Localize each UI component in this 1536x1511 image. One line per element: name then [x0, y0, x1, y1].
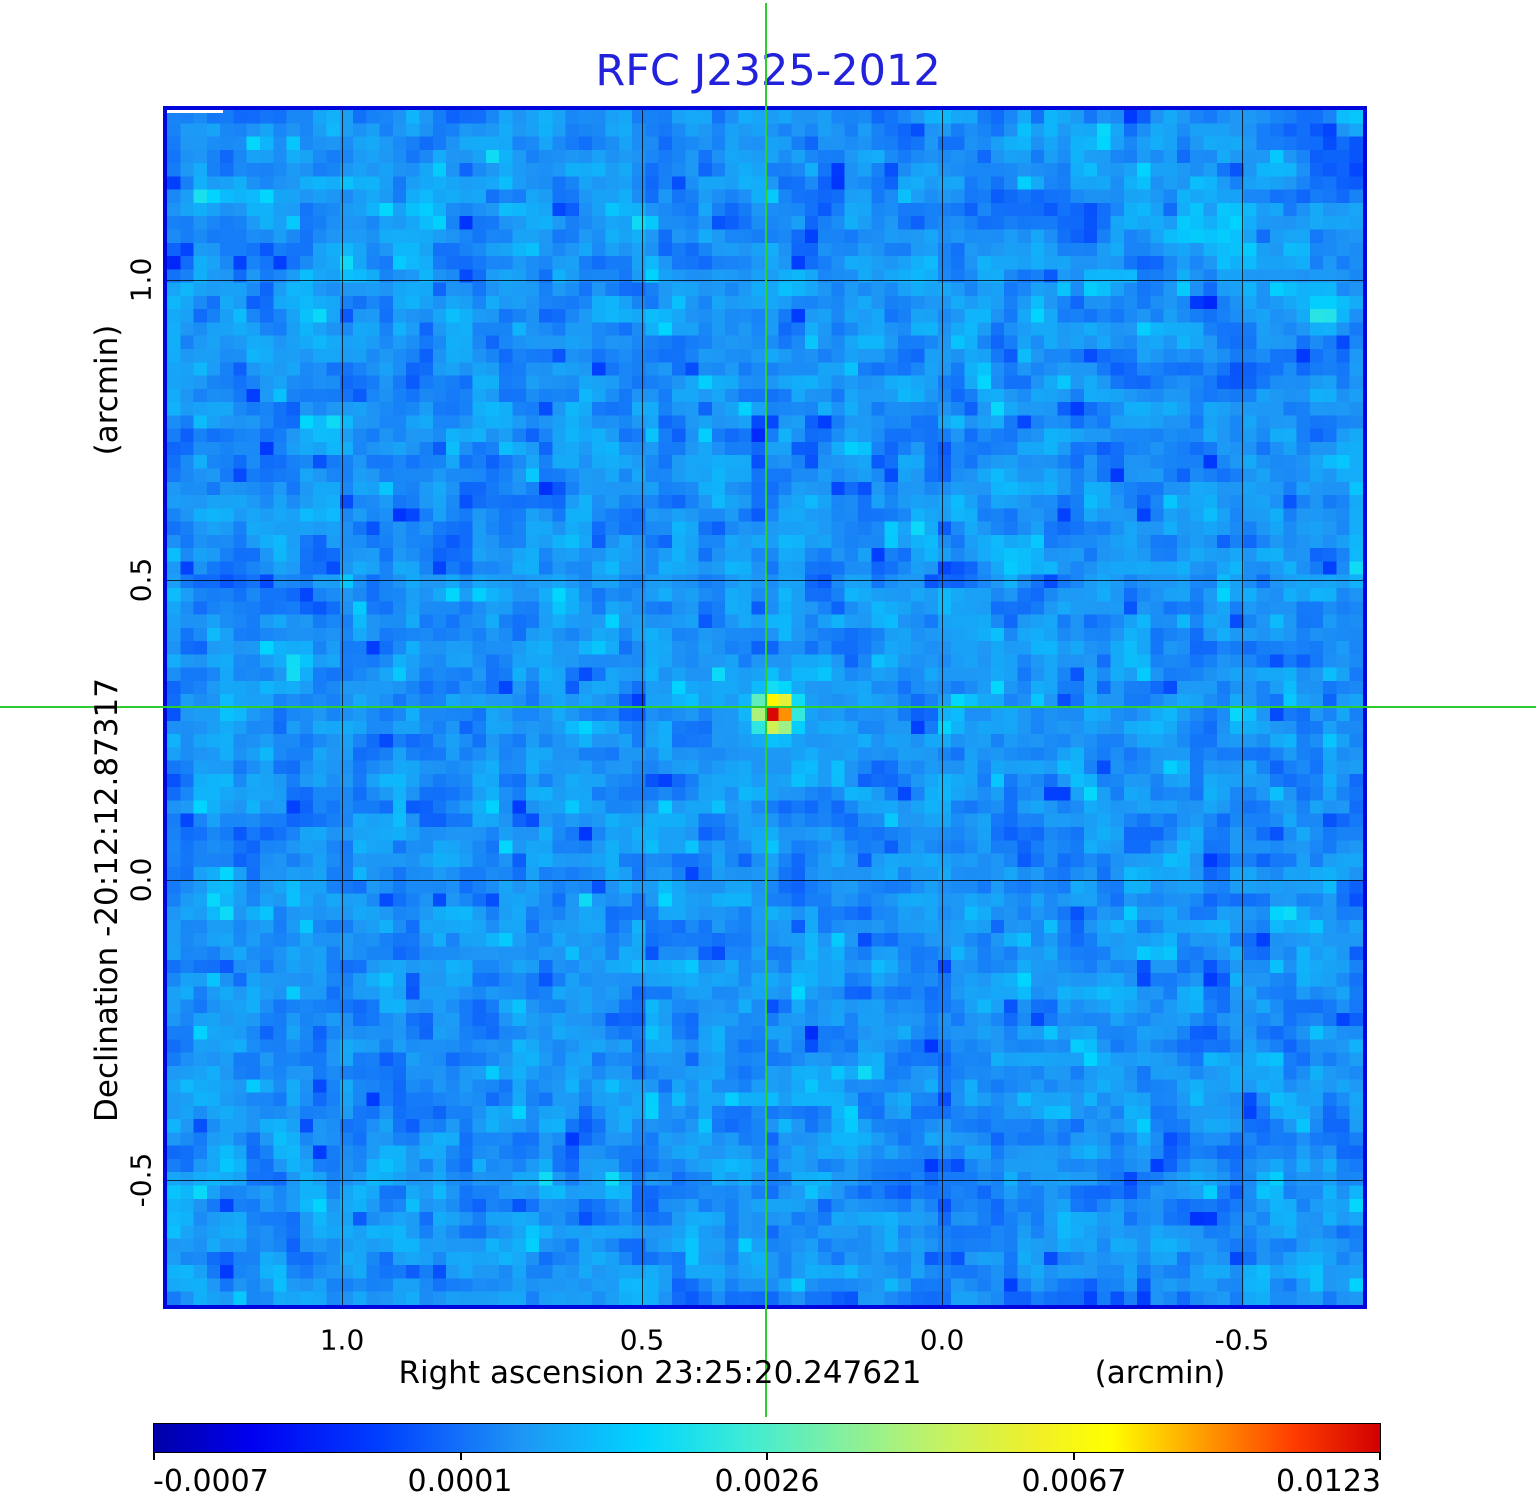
y-tick-label: 1.0 [124, 257, 158, 303]
colorbar-tick-label: 0.0067 [1021, 1464, 1127, 1499]
colorbar-tick-label: 0.0026 [714, 1464, 820, 1499]
y-tick-label: 0.5 [124, 557, 158, 603]
colorbar-tick-label: -0.0007 [153, 1464, 269, 1499]
colorbar-tick [153, 1452, 155, 1460]
y-axis-label: Declination -20:12:12.87317 [89, 678, 125, 1122]
colorbar-tick [766, 1452, 768, 1460]
colorbar [153, 1423, 1381, 1460]
colorbar-tick [459, 1452, 462, 1460]
y-tick-label: -0.5 [124, 1152, 158, 1208]
crosshair-horizontal-line [0, 706, 1536, 708]
colorbar-tick [1379, 1452, 1381, 1460]
x-tick-label: -0.5 [1214, 1323, 1270, 1357]
colorbar-tick-label: 0.0123 [1276, 1464, 1381, 1499]
colorbar-tick-label: 0.0001 [407, 1464, 513, 1499]
plot-title: RFC J2325-2012 [595, 46, 941, 96]
x-tick-label: 0.0 [919, 1323, 965, 1357]
colorbar-tick [1072, 1452, 1075, 1460]
x-tick-label: 0.5 [619, 1323, 665, 1357]
y-axis-unit-label: (arcmin) [89, 324, 125, 456]
y-tick-label: 0.0 [124, 857, 158, 903]
x-tick-label: 1.0 [319, 1323, 365, 1357]
x-axis-label: Right ascension 23:25:20.247621 [398, 1355, 922, 1391]
x-axis-unit-label: (arcmin) [1094, 1355, 1226, 1391]
crosshair-vertical-line [765, 3, 767, 1417]
blank-pixel-notch [167, 110, 223, 113]
